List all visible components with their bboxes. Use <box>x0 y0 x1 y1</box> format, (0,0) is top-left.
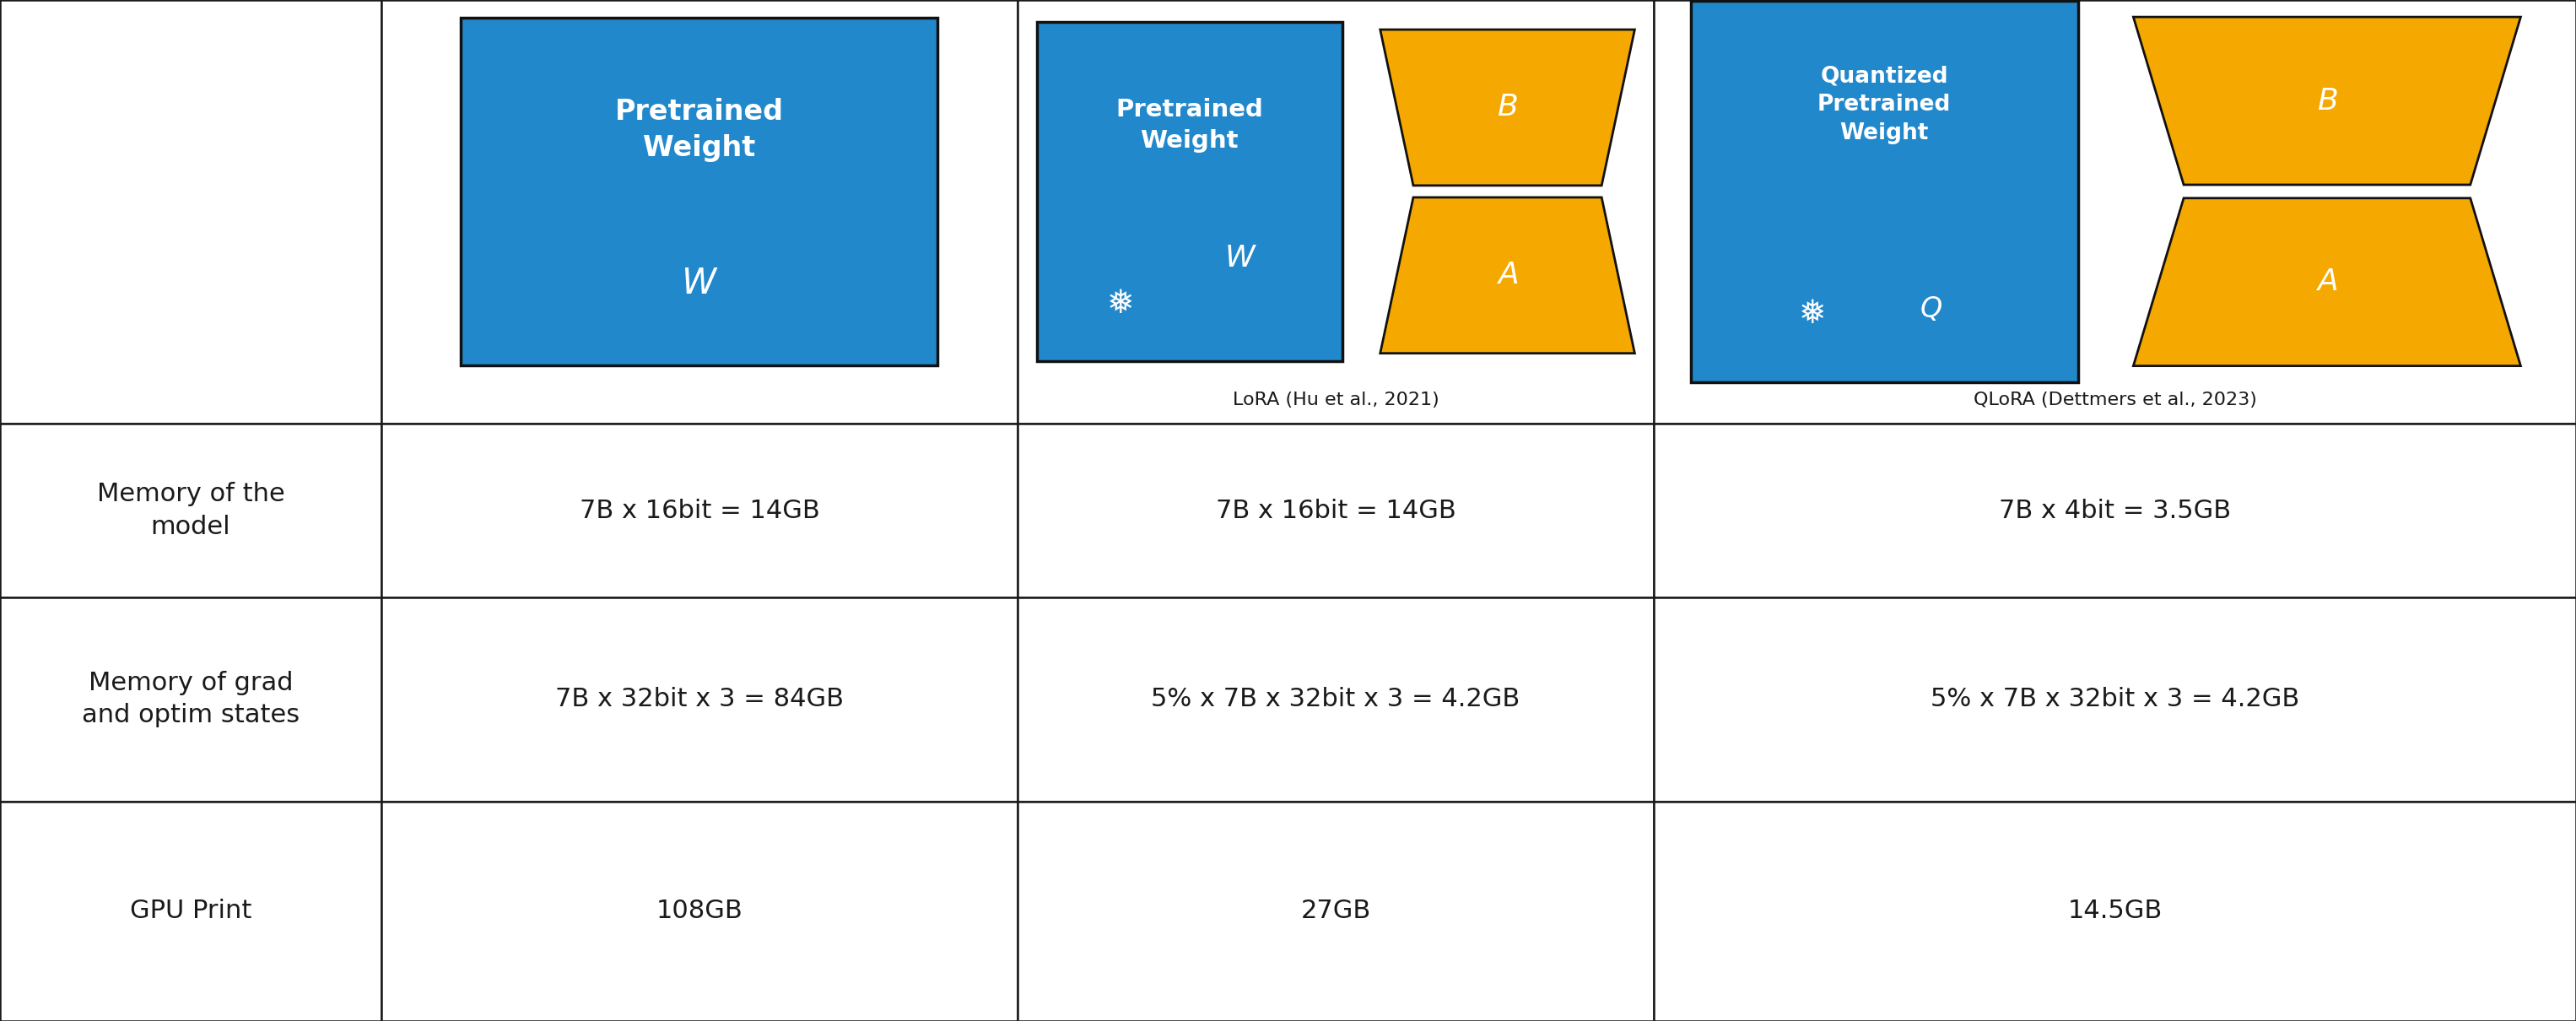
Text: $W$: $W$ <box>1224 243 1257 273</box>
Bar <box>1018 801 1654 1021</box>
Text: $B$: $B$ <box>2316 87 2336 115</box>
Bar <box>0 424 381 597</box>
Text: $A$: $A$ <box>2316 268 2339 296</box>
Bar <box>1654 597 2576 801</box>
Bar <box>461 17 938 366</box>
Text: Pretrained
Weight: Pretrained Weight <box>616 98 783 162</box>
Bar <box>1654 801 2576 1021</box>
Text: GPU Print: GPU Print <box>129 900 252 923</box>
Polygon shape <box>2133 198 2522 366</box>
Text: $W$: $W$ <box>680 265 719 301</box>
Bar <box>1018 424 1654 597</box>
Text: ❅: ❅ <box>1798 298 1826 330</box>
Polygon shape <box>1381 30 1636 186</box>
Bar <box>0 597 381 801</box>
Text: Memory of grad
and optim states: Memory of grad and optim states <box>82 671 299 728</box>
Text: 5% x 7B x 32bit x 3 = 4.2GB: 5% x 7B x 32bit x 3 = 4.2GB <box>1929 687 2300 712</box>
Text: ❅: ❅ <box>1105 288 1133 320</box>
Text: 14.5GB: 14.5GB <box>2069 900 2161 923</box>
Text: 7B x 16bit = 14GB: 7B x 16bit = 14GB <box>1216 498 1455 523</box>
Bar <box>0 801 381 1021</box>
Bar <box>1018 0 1654 424</box>
Text: LoRA (Hu et al., 2021): LoRA (Hu et al., 2021) <box>1231 391 1440 408</box>
Polygon shape <box>2133 17 2522 185</box>
Text: QLoRA (Dettmers et al., 2023): QLoRA (Dettmers et al., 2023) <box>1973 391 2257 408</box>
Text: Quantized
Pretrained
Weight: Quantized Pretrained Weight <box>1819 65 1950 144</box>
Bar <box>381 0 1018 424</box>
Text: 7B x 32bit x 3 = 84GB: 7B x 32bit x 3 = 84GB <box>554 687 845 712</box>
Bar <box>1654 424 2576 597</box>
Text: 27GB: 27GB <box>1301 900 1370 923</box>
Bar <box>1654 0 2576 424</box>
Bar <box>381 597 1018 801</box>
Bar <box>1690 1 2079 382</box>
Bar <box>381 424 1018 597</box>
Bar <box>1018 597 1654 801</box>
Text: $Q$: $Q$ <box>1919 295 1942 323</box>
Text: 7B x 16bit = 14GB: 7B x 16bit = 14GB <box>580 498 819 523</box>
Text: Pretrained
Weight: Pretrained Weight <box>1115 98 1262 152</box>
Text: 7B x 4bit = 3.5GB: 7B x 4bit = 3.5GB <box>1999 498 2231 523</box>
Bar <box>381 801 1018 1021</box>
Bar <box>1036 21 1342 361</box>
Text: $A$: $A$ <box>1497 261 1517 290</box>
Text: 108GB: 108GB <box>657 900 742 923</box>
Bar <box>0 0 381 424</box>
Polygon shape <box>1381 197 1636 353</box>
Text: 5% x 7B x 32bit x 3 = 4.2GB: 5% x 7B x 32bit x 3 = 4.2GB <box>1151 687 1520 712</box>
Text: Memory of the
model: Memory of the model <box>98 482 283 539</box>
Text: $B$: $B$ <box>1497 93 1517 121</box>
